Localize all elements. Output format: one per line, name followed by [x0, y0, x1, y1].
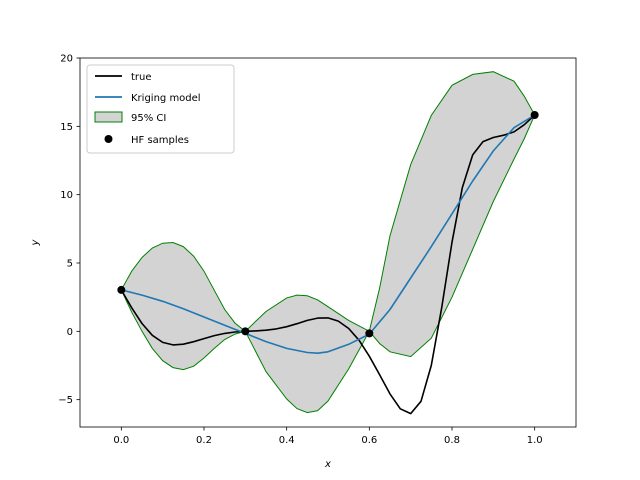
x-tick-label: 0.2 — [196, 435, 212, 446]
legend-samples-marker — [104, 135, 113, 143]
hf-sample-point — [117, 285, 126, 294]
legend-kriging-label: Kriging model — [131, 93, 201, 104]
axes-frame — [79, 57, 577, 428]
x-axis-label: x — [324, 459, 331, 470]
legend-ci-label: 95% CI — [131, 113, 166, 124]
hf-sample-point — [365, 329, 374, 338]
y-tick-label: 0 — [67, 327, 73, 338]
legend-ci-swatch — [94, 111, 123, 123]
legend: true Kriging model 95% CI HF samples — [86, 64, 235, 154]
kriging-model-line — [121, 114, 536, 355]
y-tick-label: 15 — [60, 122, 73, 133]
hf-sample-point — [241, 327, 250, 336]
x-tick-label: 0.6 — [361, 435, 377, 446]
y-axis: −5 0 5 10 15 20 — [58, 54, 80, 406]
y-tick-label: −5 — [58, 395, 73, 406]
y-tick-label: 20 — [60, 54, 73, 65]
plot-area — [117, 71, 539, 415]
hf-sample-point — [530, 110, 539, 119]
y-tick-label: 5 — [67, 259, 73, 270]
legend-box — [86, 64, 235, 154]
y-tick-label: 10 — [60, 190, 73, 201]
x-tick-label: 0.0 — [113, 435, 129, 446]
x-tick-label: 0.4 — [279, 435, 295, 446]
x-tick-label: 0.8 — [444, 435, 460, 446]
legend-samples-label: HF samples — [131, 135, 189, 146]
x-axis: 0.0 0.2 0.4 0.6 0.8 1.0 — [113, 427, 543, 446]
y-axis-label: y — [30, 238, 41, 246]
legend-true-label: true — [131, 72, 152, 83]
x-tick-label: 1.0 — [527, 435, 543, 446]
true-function-line — [120, 114, 536, 415]
